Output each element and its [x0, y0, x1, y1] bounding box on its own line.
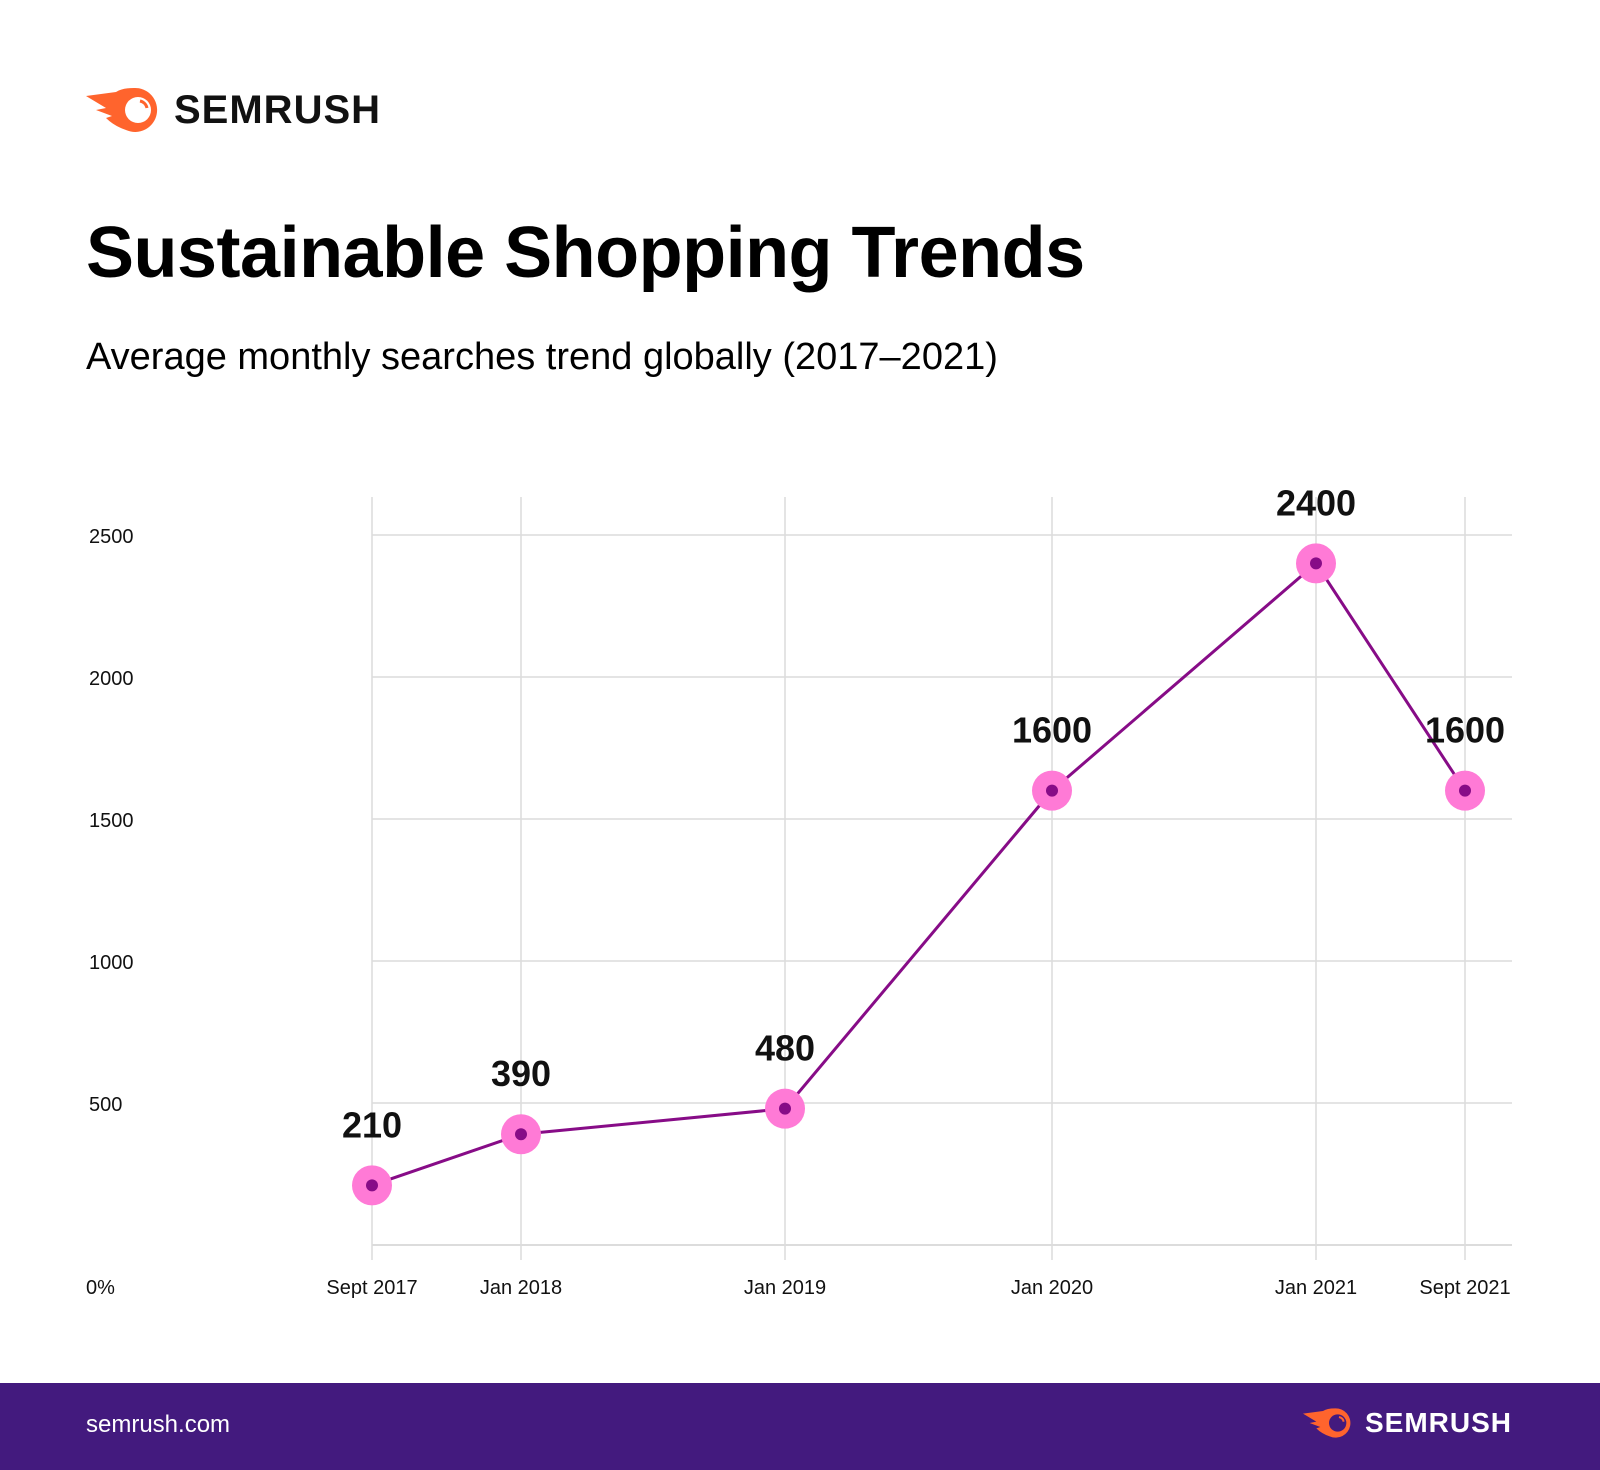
semrush-logo: SEMRUSH [86, 86, 381, 134]
x-tick-label: Sept 2017 [326, 1277, 417, 1299]
data-label: 480 [755, 1028, 815, 1069]
x-tick-label: Jan 2020 [1011, 1277, 1093, 1299]
page-title: Sustainable Shopping Trends [86, 213, 1085, 293]
line-chart: 2500 2000 1500 1000 500 0% Sept 2017 Jan 2018 Ja… [86, 482, 1512, 1299]
y-tick-label: 1000 [89, 952, 134, 974]
footer: semrush.com SEMRUSH [0, 1383, 1600, 1470]
x-tick-label: Sept 2021 [1419, 1277, 1510, 1299]
y-tick-label: 1500 [89, 810, 134, 832]
data-point [1046, 784, 1058, 797]
x-tick-label: Jan 2019 [744, 1277, 826, 1299]
footer-url[interactable]: semrush.com [86, 1411, 231, 1438]
data-label: 1600 [1012, 710, 1092, 751]
page-subtitle: Average monthly searches trend globally … [86, 336, 998, 378]
x-tick-label: Jan 2021 [1275, 1277, 1357, 1299]
series-line [371, 561, 1467, 1187]
origin-label: 0% [86, 1277, 115, 1299]
footer-semrush-logo: SEMRUSH [1302, 1407, 1512, 1439]
data-label: 210 [342, 1104, 402, 1145]
y-tick-label: 2500 [89, 526, 134, 548]
semrush-fireball-icon [1302, 1408, 1351, 1438]
data-point [1310, 557, 1322, 570]
brand-name: SEMRUSH [174, 87, 382, 132]
brand-name: SEMRUSH [1364, 1407, 1512, 1438]
data-label: 2400 [1276, 482, 1356, 523]
data-label: 390 [491, 1053, 551, 1094]
data-point [366, 1179, 378, 1192]
data-point [515, 1128, 527, 1141]
data-point [779, 1102, 791, 1115]
data-label: 1600 [1425, 710, 1505, 751]
data-point [1459, 784, 1471, 797]
x-tick-label: Jan 2018 [480, 1277, 562, 1299]
semrush-fireball-icon [86, 87, 158, 132]
y-tick-label: 500 [89, 1094, 122, 1116]
y-tick-label: 2000 [89, 668, 134, 690]
